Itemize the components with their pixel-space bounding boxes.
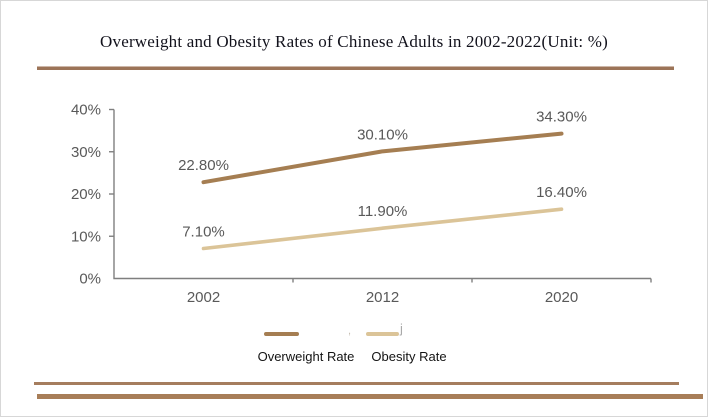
x-axis-tick-label: 2012	[366, 289, 399, 306]
legend-swatch-overweight-rate	[264, 332, 299, 336]
data-label-obesity-rate: 7.10%	[182, 224, 225, 241]
y-axis-tick-label: 0%	[79, 271, 101, 288]
data-label-overweight-rate: 22.80%	[178, 157, 229, 174]
y-axis-tick-label: 10%	[71, 228, 101, 245]
y-axis-tick-label: 30%	[71, 144, 101, 161]
x-axis-tick-label: 2020	[545, 289, 578, 306]
title-divider-rule	[37, 66, 674, 70]
series-line-overweight-rate	[201, 131, 564, 185]
x-axis-tick-label: 2002	[187, 289, 220, 306]
data-label-overweight-rate: 30.10%	[357, 126, 408, 143]
legend-swatch-obesity-rate	[366, 332, 399, 336]
legend-artifact-dot: ,	[348, 325, 352, 337]
y-axis-tick-label: 20%	[71, 186, 101, 203]
legend-label-obesity-rate: Obesity Rate	[371, 349, 447, 364]
legend-label-overweight-rate: Overweight Rate	[257, 349, 355, 364]
chart-title: Overweight and Obesity Rates of Chinese …	[100, 32, 608, 51]
series-line-obesity-rate	[201, 207, 564, 251]
legend-artifact-glyph: j	[400, 321, 403, 336]
y-axis-tick-label: 40%	[71, 102, 101, 119]
data-label-overweight-rate: 34.30%	[536, 109, 587, 126]
footer-rule-thick	[37, 394, 703, 399]
data-label-obesity-rate: 16.40%	[536, 184, 587, 201]
data-label-obesity-rate: 11.90%	[358, 203, 408, 220]
footer-rule-thin	[34, 382, 679, 385]
